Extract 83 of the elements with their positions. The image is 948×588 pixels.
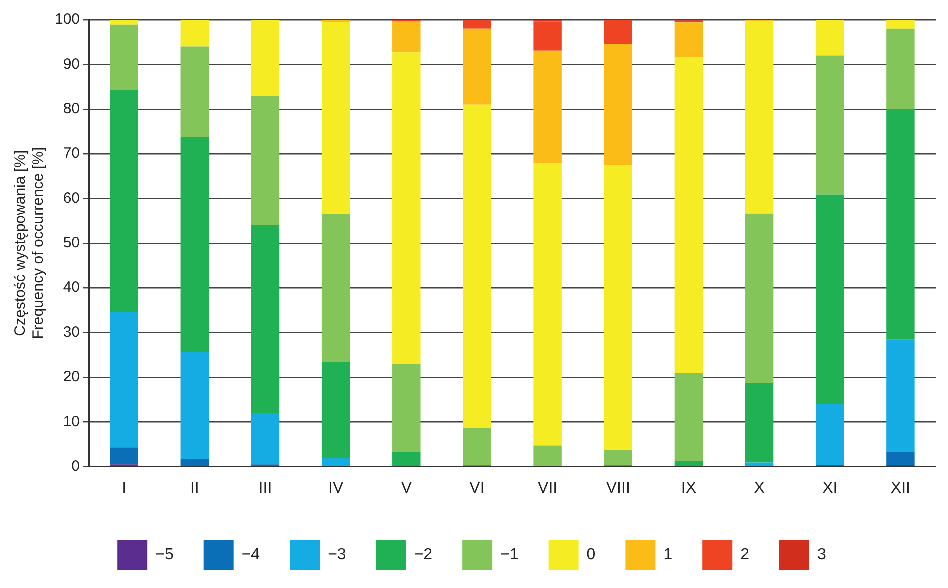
y-tick-label: 30	[63, 324, 80, 341]
bar	[604, 165, 632, 450]
bar	[534, 446, 562, 466]
bar	[322, 22, 350, 214]
bar	[604, 450, 632, 466]
bar	[534, 50, 562, 163]
x-tick-label: V	[401, 480, 412, 497]
bar	[180, 459, 210, 466]
bar	[251, 226, 280, 414]
bar	[251, 96, 280, 226]
x-tick-label: VIII	[606, 480, 630, 497]
bar	[392, 452, 421, 466]
bar	[110, 90, 138, 312]
x-tick-label: XII	[890, 480, 910, 497]
y-tick-label: 50	[63, 234, 80, 252]
y-tick-label: 80	[63, 100, 80, 118]
bar	[322, 458, 350, 466]
legend-label: 2	[740, 546, 750, 564]
legend-label: −5	[156, 546, 174, 564]
bar	[816, 404, 844, 466]
bar	[392, 22, 421, 53]
bar	[110, 312, 138, 448]
y-axis-title: Częstość występowania [%] Frequency of occurrence [%]	[12, 148, 48, 340]
bar	[180, 352, 210, 460]
bar	[674, 373, 704, 461]
bar	[322, 214, 350, 362]
x-tick-label: I	[122, 480, 127, 497]
bar	[604, 20, 632, 44]
bar	[886, 340, 915, 453]
bar	[180, 20, 210, 47]
bar	[392, 364, 421, 453]
bar	[463, 20, 492, 29]
bar	[674, 58, 704, 374]
bar	[251, 413, 280, 465]
bar	[322, 362, 350, 458]
x-tick-label: VI	[470, 480, 485, 497]
bar	[392, 52, 421, 364]
y-tick-label: 40	[63, 279, 80, 296]
bar	[534, 162, 562, 446]
x-tick-label: IX	[681, 480, 697, 497]
bar	[745, 383, 774, 463]
legend-label: −2	[414, 546, 433, 564]
legend-label: 1	[664, 546, 673, 564]
legend-label: −4	[242, 546, 260, 564]
bar	[674, 22, 704, 58]
bar	[674, 460, 704, 466]
y-tick-label: 90	[63, 56, 80, 73]
bar	[463, 428, 492, 466]
x-tick-label: VII	[538, 480, 558, 497]
bar	[816, 56, 844, 195]
bar	[251, 20, 280, 96]
bar	[604, 44, 632, 166]
bar	[886, 109, 915, 340]
bar	[180, 46, 210, 138]
bar	[110, 24, 138, 90]
bar	[886, 28, 915, 110]
y-tick-label: 20	[63, 368, 80, 386]
bar	[886, 452, 915, 466]
y-tick-label: 0	[72, 458, 80, 475]
bar	[110, 448, 138, 465]
bar	[886, 20, 915, 29]
legend-label: −1	[500, 546, 519, 564]
legend-label: 0	[586, 546, 596, 564]
bar	[745, 22, 774, 214]
y-tick-label: 100	[54, 11, 80, 28]
x-tick-label: XI	[822, 480, 838, 497]
x-tick-label: X	[754, 480, 766, 497]
legend-label: 3	[818, 546, 827, 564]
bar	[816, 20, 844, 56]
bar	[463, 104, 492, 428]
x-tick-label: IV	[328, 480, 344, 497]
y-tick-label: 10	[63, 413, 80, 430]
bar	[463, 28, 492, 105]
bar	[745, 214, 774, 384]
y-tick-label: 60	[63, 190, 80, 207]
bar	[180, 137, 210, 352]
legend-label: −3	[328, 546, 346, 564]
y-tick-label: 70	[63, 145, 80, 162]
x-tick-label: III	[258, 480, 272, 497]
x-tick-label: II	[190, 480, 200, 497]
bar	[534, 22, 562, 51]
bar	[110, 20, 138, 25]
bar	[816, 194, 844, 404]
